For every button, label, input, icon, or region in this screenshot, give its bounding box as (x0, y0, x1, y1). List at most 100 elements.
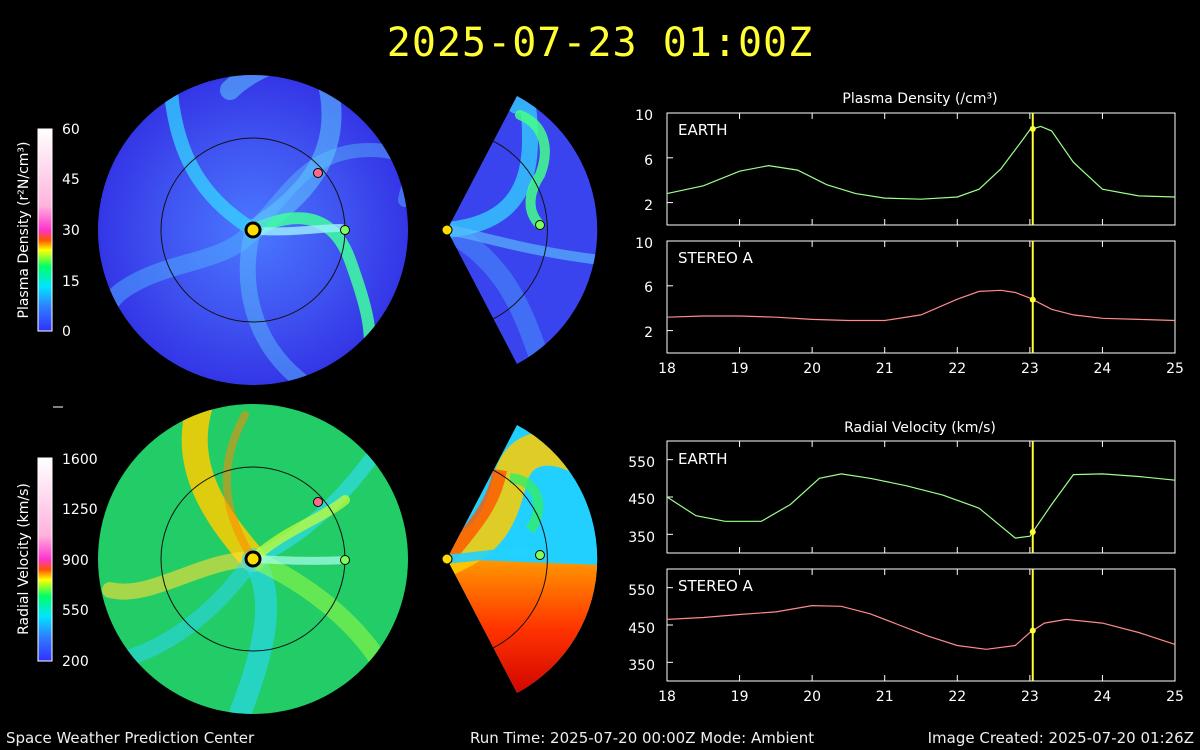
density-ecliptic-map (98, 75, 408, 385)
plot-title: Plasma Density (/cm³) (842, 91, 997, 107)
panel-label: STEREO A (678, 577, 754, 595)
density-wedge-structure (515, 110, 550, 230)
series-line (666, 473, 1176, 539)
x-tick-label: 19 (731, 689, 749, 705)
earth-marker-wedge (535, 220, 545, 230)
y-tick-label: 350 (628, 530, 655, 546)
density-colorbar-tick: 0 (62, 324, 71, 340)
density-colorbar-strip (37, 128, 53, 332)
footer-run-time: Run Time: 2025-07-20 00:00Z Mode: Ambien… (470, 729, 815, 747)
density-spiral-arm (247, 212, 376, 356)
x-tick-label: 25 (1166, 689, 1184, 705)
x-tick-label: 24 (1094, 689, 1112, 705)
earth-marker (340, 225, 350, 235)
velocity-colorbar-tick: 550 (62, 603, 89, 619)
velocity-spiral-arm (102, 551, 261, 600)
panel-label: STEREO A (678, 249, 754, 267)
footer-organization: Space Weather Prediction Center (6, 729, 255, 747)
velocity-colorbar: Radial Velocity (km/s) 1600 1250 900 550… (16, 452, 98, 670)
velocity-meridional-map (441, 425, 598, 693)
density-meridional-map (441, 96, 598, 364)
x-tick-label: 19 (731, 361, 749, 377)
density-spiral-arm (249, 224, 349, 236)
density-spiral-arm (246, 142, 408, 237)
sun-marker-wedge (441, 553, 453, 565)
density-wedge-structure (447, 225, 598, 265)
velocity-spiral-arm (112, 551, 261, 668)
density-wedge-background (447, 96, 598, 364)
density-spiral-arm (163, 75, 260, 237)
y-tick-label: 550 (628, 583, 655, 599)
velocity-wedge-structure (447, 547, 542, 564)
x-tick-label: 24 (1094, 361, 1112, 377)
series-line (666, 604, 1176, 650)
earth-marker (340, 555, 350, 565)
x-tick-label: 21 (876, 689, 894, 705)
velocity-wedge-orbit (492, 469, 548, 649)
density-wedge-orbit (492, 140, 548, 320)
page-title: 2025-07-23 01:00Z (386, 20, 814, 66)
current-value-marker (1029, 528, 1036, 535)
y-tick-label: 450 (628, 492, 655, 508)
stereo-a-marker (313, 168, 323, 178)
x-tick-label: 20 (803, 689, 821, 705)
plot-frame (666, 112, 1176, 226)
plot-density-earth: Plasma Density (/cm³) EARTH 10 6 2 (635, 91, 1176, 226)
earth-marker-wedge (535, 550, 545, 560)
density-colorbar-tick: 30 (62, 223, 80, 239)
density-colorbar-label: Plasma Density (r²N/cm³) (16, 142, 32, 319)
plot-velocity-earth: Radial Velocity (km/s) EARTH 550 450 350 (628, 420, 1176, 554)
velocity-spiral-arm (229, 548, 278, 714)
velocity-spiral-arm (222, 411, 257, 563)
x-tick-label: 22 (948, 689, 966, 705)
y-tick-label: 2 (644, 198, 653, 214)
x-tick-label: 18 (658, 361, 676, 377)
stereo-a-marker (313, 497, 323, 507)
velocity-colorbar-tick: 1600 (62, 452, 98, 468)
y-tick-label: 350 (628, 658, 655, 674)
velocity-ecliptic-map (98, 404, 408, 714)
x-tick-label: 25 (1166, 361, 1184, 377)
sun-marker-wedge (441, 224, 453, 236)
series-line (666, 125, 1176, 200)
x-tick-label: 20 (803, 361, 821, 377)
plot-frame (666, 440, 1176, 554)
x-tick-label: 23 (1021, 361, 1039, 377)
velocity-colorbar-tick: 1250 (62, 502, 98, 518)
density-colorbar: Plasma Density (r²N/cm³) 60 45 30 15 0 (16, 122, 80, 340)
velocity-wedge-structure (447, 468, 507, 564)
velocity-spiral-arm (248, 495, 350, 564)
y-tick-label: 6 (644, 153, 653, 169)
y-tick-label: 10 (635, 236, 653, 252)
series-line (666, 289, 1176, 322)
density-colorbar-tick: 15 (62, 274, 80, 290)
y-tick-label: 550 (628, 455, 655, 471)
current-value-marker (1029, 627, 1036, 634)
density-colorbar-tick: 45 (62, 172, 80, 188)
velocity-colorbar-label: Radial Velocity (km/s) (16, 483, 32, 635)
panel-label: EARTH (678, 450, 728, 468)
plot-title: Radial Velocity (km/s) (844, 420, 996, 436)
velocity-colorbar-tick: 200 (62, 654, 89, 670)
y-tick-label: 2 (644, 325, 653, 341)
velocity-colorbar-strip (37, 457, 53, 662)
x-tick-label: 18 (658, 689, 676, 705)
current-value-marker (1029, 296, 1036, 303)
panel-label: EARTH (678, 121, 728, 139)
velocity-wedge-fast-wind (447, 559, 598, 693)
velocity-colorbar-tick: 900 (62, 553, 89, 569)
sun-marker (244, 221, 262, 239)
x-tick-label: 22 (948, 361, 966, 377)
density-wedge-structure (447, 220, 550, 364)
density-spiral-arm (239, 222, 308, 385)
y-tick-label: 6 (644, 280, 653, 296)
x-tick-label: 23 (1021, 689, 1039, 705)
velocity-spiral-arm (249, 555, 349, 565)
velocity-wedge-structure (509, 473, 544, 533)
current-value-marker (1029, 125, 1036, 132)
plot-frame (666, 240, 1176, 354)
density-colorbar-tick: 60 (62, 122, 80, 138)
plot-density-stereo: STEREO A 10 6 2 18 19 20 21 22 23 24 25 (635, 236, 1184, 377)
footer-image-created: Image Created: 2025-07-20 01:26Z (927, 729, 1194, 747)
